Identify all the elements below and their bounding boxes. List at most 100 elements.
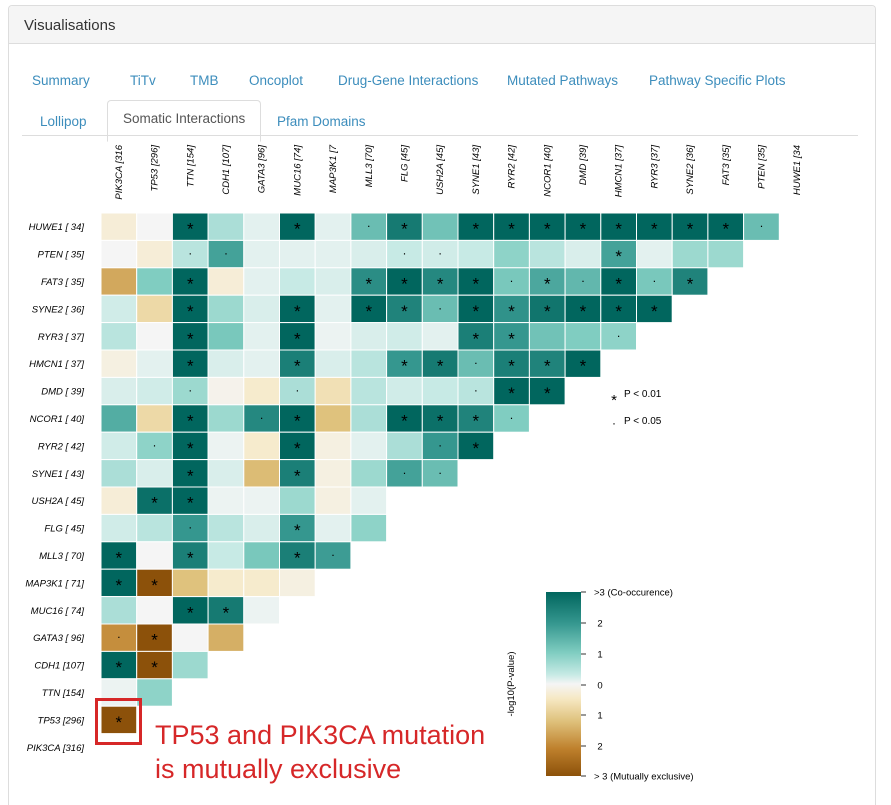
heatmap-cell bbox=[314, 431, 352, 461]
heatmap-cell bbox=[636, 294, 673, 324]
heatmap-cell bbox=[279, 376, 316, 406]
heatmap-cell bbox=[386, 322, 423, 351]
annotation-text: TP53 and PIK3CA mutation is mutually exc… bbox=[155, 718, 485, 786]
heatmap-cell bbox=[171, 267, 209, 296]
significance-mark: · bbox=[188, 520, 192, 534]
significance-mark: · bbox=[438, 301, 442, 315]
significance-mark: · bbox=[188, 246, 192, 260]
heatmap-cell bbox=[243, 486, 281, 515]
heatmap-cell bbox=[136, 541, 173, 570]
significance-mark: * bbox=[187, 549, 194, 568]
heatmap-cell bbox=[279, 294, 316, 324]
significance-mark: * bbox=[116, 576, 123, 595]
heatmap-cell bbox=[350, 486, 388, 515]
y-axis-label: FLG [ 45] bbox=[44, 524, 84, 535]
tab-pfam-domains[interactable]: Pfam Domains bbox=[277, 114, 366, 129]
significance-mark: * bbox=[116, 658, 123, 677]
heatmap-cell bbox=[100, 239, 138, 269]
heatmap-cell bbox=[314, 541, 352, 570]
heatmap-cell bbox=[100, 431, 138, 461]
heatmap-cell bbox=[386, 404, 423, 433]
heatmap-cell bbox=[493, 404, 530, 433]
significance-mark: * bbox=[401, 357, 408, 376]
significance-mark: * bbox=[187, 412, 194, 431]
heatmap-cell bbox=[207, 486, 245, 515]
x-axis-label: TTN [154] bbox=[185, 145, 196, 188]
significance-mark: * bbox=[687, 275, 694, 294]
tab-tmb[interactable]: TMB bbox=[190, 73, 219, 88]
y-axis-label: PIK3CA [316] bbox=[27, 743, 85, 754]
heatmap-cell bbox=[100, 212, 138, 241]
significance-mark: * bbox=[473, 439, 480, 458]
heatmap-cell bbox=[350, 431, 388, 461]
x-axis-label: HUWE1 [34 bbox=[792, 145, 803, 195]
heatmap-cell bbox=[136, 294, 173, 324]
heatmap-cell bbox=[243, 541, 281, 570]
significance-mark: * bbox=[473, 275, 480, 294]
significance-mark: * bbox=[544, 220, 551, 239]
heatmap-cell bbox=[136, 239, 173, 269]
heatmap-cell bbox=[207, 322, 245, 351]
heatmap-cell bbox=[279, 349, 316, 378]
heatmap-cell bbox=[243, 322, 281, 351]
significance-mark: * bbox=[437, 275, 444, 294]
heatmap-cell bbox=[279, 431, 316, 461]
significance-mark: * bbox=[473, 302, 480, 321]
significance-mark: · bbox=[331, 548, 335, 562]
significance-mark: · bbox=[224, 246, 228, 260]
y-axis-label: RYR2 [ 42] bbox=[38, 441, 84, 452]
heatmap-cell bbox=[421, 376, 459, 406]
heatmap-cell bbox=[457, 212, 495, 241]
significance-mark: * bbox=[687, 220, 694, 239]
heatmap-cell bbox=[171, 513, 209, 543]
x-axis-label: CDH1 [107] bbox=[221, 145, 232, 195]
tab-mutated-pathways[interactable]: Mutated Pathways bbox=[507, 73, 619, 88]
significance-mark: * bbox=[544, 384, 551, 403]
heatmap-cell bbox=[457, 294, 495, 324]
heatmap-cell bbox=[136, 267, 173, 296]
significance-mark: * bbox=[294, 439, 301, 458]
tab-titv[interactable]: TiTv bbox=[130, 73, 156, 88]
tab-lollipop[interactable]: Lollipop bbox=[40, 114, 87, 129]
significance-mark: * bbox=[580, 302, 587, 321]
annotation-line-2: is mutually exclusive bbox=[155, 754, 402, 784]
y-axis-label: CDH1 [107] bbox=[34, 661, 84, 672]
heatmap-cell bbox=[100, 705, 138, 735]
x-axis-label: RYR3 [37] bbox=[649, 145, 660, 189]
y-axis-label: GATA3 [ 96] bbox=[33, 633, 84, 644]
x-axis-label: FLG [45] bbox=[399, 145, 410, 182]
heatmap-cell bbox=[421, 431, 459, 461]
x-axis-label: MAP3K1 [7 bbox=[328, 144, 339, 193]
heatmap-cell bbox=[386, 349, 423, 378]
colorbar-tick-label: 2 bbox=[597, 742, 602, 753]
heatmap-cell bbox=[386, 212, 423, 241]
heatmap-cell bbox=[171, 596, 209, 625]
significance-mark: * bbox=[187, 329, 194, 348]
tab-pathway-specific-plots[interactable]: Pathway Specific Plots bbox=[649, 73, 786, 88]
colorbar-tick-label: 1 bbox=[597, 650, 602, 661]
legend-symbol: · bbox=[612, 416, 616, 430]
colorbar-tick-label: 2 bbox=[597, 619, 602, 630]
x-axis-label: PTEN [35] bbox=[756, 145, 767, 189]
panel-title: Visualisations bbox=[9, 6, 875, 44]
heatmap-cell bbox=[100, 294, 138, 324]
y-axis-label: TP53 [296] bbox=[38, 715, 85, 726]
significance-mark: · bbox=[117, 630, 121, 644]
heatmap-cell bbox=[493, 349, 530, 378]
significance-mark: * bbox=[401, 412, 408, 431]
significance-mark: * bbox=[615, 247, 622, 266]
heatmap-cell bbox=[350, 513, 388, 543]
y-axis-label: MUC16 [ 74] bbox=[31, 606, 85, 617]
tab-summary[interactable]: Summary bbox=[32, 73, 90, 88]
heatmap-cell bbox=[350, 239, 388, 269]
y-axis-label: TTN [154] bbox=[42, 688, 85, 699]
heatmap-cell bbox=[386, 376, 423, 406]
heatmap-cell bbox=[314, 294, 352, 324]
heatmap-cell bbox=[314, 459, 352, 488]
tab-oncoplot[interactable]: Oncoplot bbox=[249, 73, 304, 88]
heatmap-cell bbox=[243, 568, 281, 598]
tab-drug-gene-interactions[interactable]: Drug-Gene Interactions bbox=[338, 73, 479, 88]
heatmap-cell bbox=[350, 459, 388, 488]
heatmap-cell bbox=[386, 239, 423, 269]
significance-mark: * bbox=[508, 357, 515, 376]
